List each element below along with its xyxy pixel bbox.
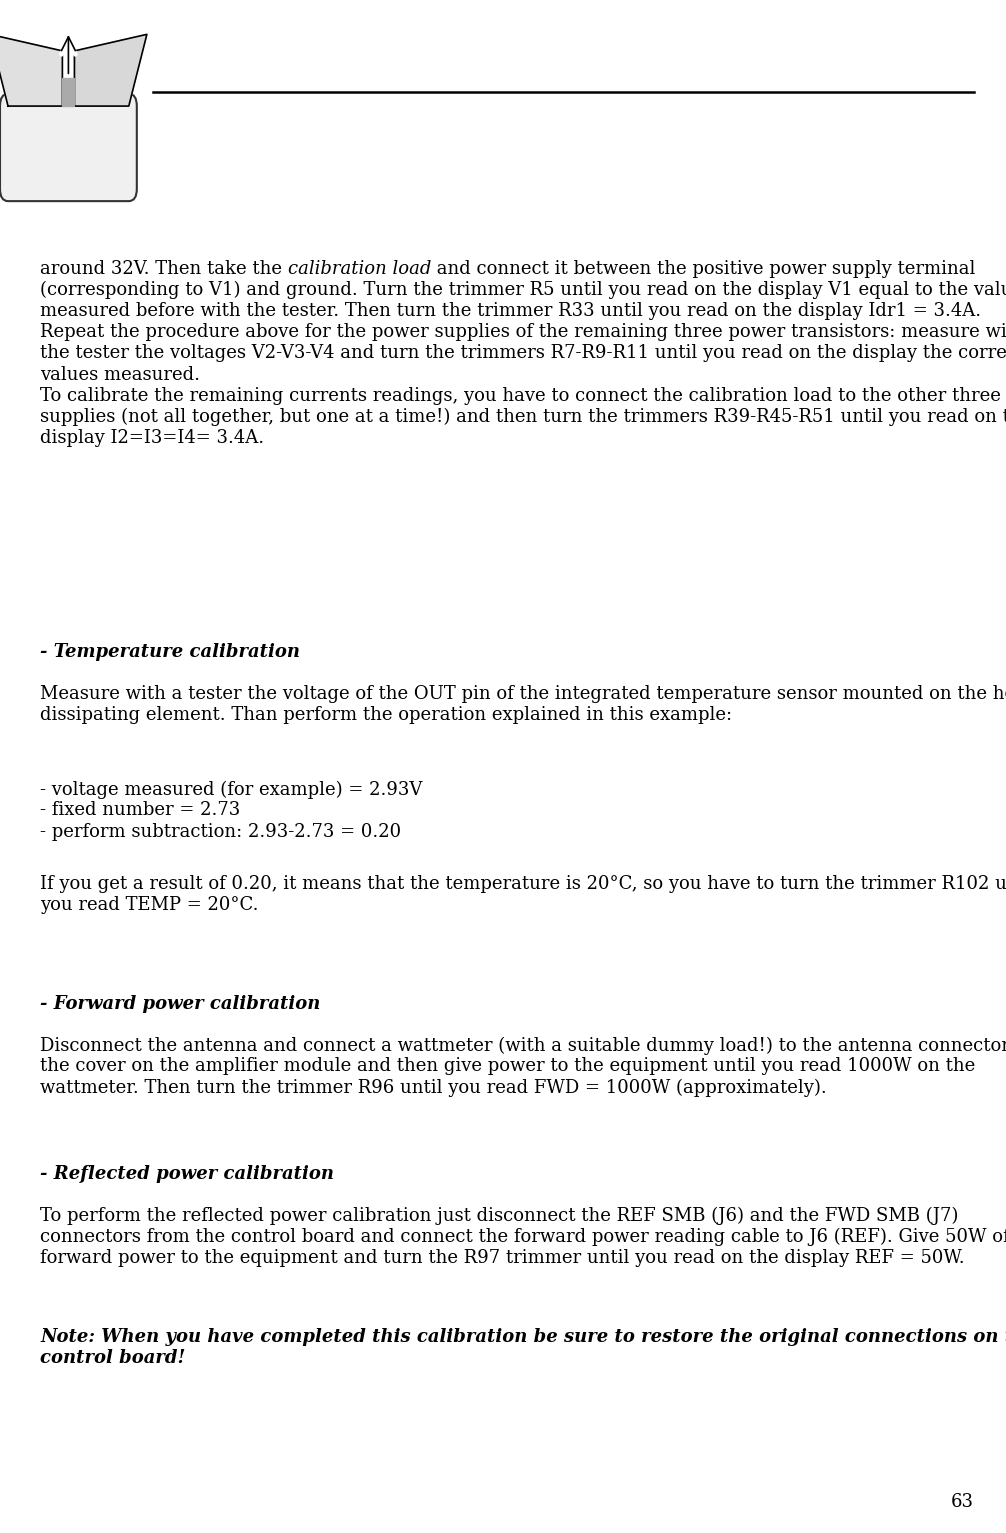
Text: - perform subtraction: 2.93-2.73 = 0.20: - perform subtraction: 2.93-2.73 = 0.20 bbox=[40, 823, 401, 840]
Text: wattmeter. Then turn the trimmer R96 until you read FWD = 1000W (approximately).: wattmeter. Then turn the trimmer R96 unt… bbox=[40, 1079, 827, 1098]
Text: and connect it between the positive power supply terminal: and connect it between the positive powe… bbox=[432, 259, 976, 277]
Text: To calibrate the remaining currents readings, you have to connect the calibratio: To calibrate the remaining currents read… bbox=[40, 386, 1006, 405]
FancyBboxPatch shape bbox=[0, 94, 137, 201]
Text: around 32V. Then take the: around 32V. Then take the bbox=[40, 259, 288, 277]
Text: - Forward power calibration: - Forward power calibration bbox=[40, 995, 321, 1013]
Text: - voltage measured (for example) = 2.93V: - voltage measured (for example) = 2.93V bbox=[40, 780, 423, 799]
Text: control board!: control board! bbox=[40, 1349, 186, 1367]
Text: 63: 63 bbox=[951, 1493, 974, 1512]
Text: dissipating element. Than perform the operation explained in this example:: dissipating element. Than perform the op… bbox=[40, 707, 732, 725]
Text: the cover on the amplifier module and then give power to the equipment until you: the cover on the amplifier module and th… bbox=[40, 1058, 976, 1076]
Text: forward power to the equipment and turn the R97 trimmer until you read on the di: forward power to the equipment and turn … bbox=[40, 1249, 965, 1266]
Text: values measured.: values measured. bbox=[40, 366, 200, 383]
Text: To perform the reflected power calibration just disconnect the REF SMB (J6) and : To perform the reflected power calibrati… bbox=[40, 1206, 959, 1225]
Polygon shape bbox=[62, 78, 74, 106]
Text: measured before with the tester. Then turn the trimmer R33 until you read on the: measured before with the tester. Then tu… bbox=[40, 302, 982, 320]
Text: the tester the voltages V2-V3-V4 and turn the trimmers R7-R9-R11 until you read : the tester the voltages V2-V3-V4 and tur… bbox=[40, 345, 1006, 362]
Text: you read TEMP = 20°C.: you read TEMP = 20°C. bbox=[40, 897, 259, 915]
Text: supplies (not all together, but one at a time!) and then turn the trimmers R39-R: supplies (not all together, but one at a… bbox=[40, 408, 1006, 426]
Polygon shape bbox=[0, 34, 62, 106]
Text: (corresponding to V1) and ground. Turn the trimmer R5 until you read on the disp: (corresponding to V1) and ground. Turn t… bbox=[40, 281, 1006, 299]
Text: connectors from the control board and connect the forward power reading cable to: connectors from the control board and co… bbox=[40, 1228, 1006, 1246]
Text: If you get a result of 0.20, it means that the temperature is 20°C, so you have : If you get a result of 0.20, it means th… bbox=[40, 875, 1006, 894]
Text: display I2=I3=I4= 3.4A.: display I2=I3=I4= 3.4A. bbox=[40, 429, 265, 448]
Polygon shape bbox=[74, 34, 147, 106]
Text: Repeat the procedure above for the power supplies of the remaining three power t: Repeat the procedure above for the power… bbox=[40, 323, 1006, 342]
Text: - fixed number = 2.73: - fixed number = 2.73 bbox=[40, 802, 240, 820]
Text: Disconnect the antenna and connect a wattmeter (with a suitable dummy load!) to : Disconnect the antenna and connect a wat… bbox=[40, 1036, 1006, 1055]
Text: - Temperature calibration: - Temperature calibration bbox=[40, 644, 300, 661]
Text: - Reflected power calibration: - Reflected power calibration bbox=[40, 1165, 334, 1183]
Text: Note: When you have completed this calibration be sure to restore the original c: Note: When you have completed this calib… bbox=[40, 1328, 1006, 1346]
Text: Measure with a tester the voltage of the OUT pin of the integrated temperature s: Measure with a tester the voltage of the… bbox=[40, 685, 1006, 704]
Text: calibration load: calibration load bbox=[288, 259, 432, 277]
